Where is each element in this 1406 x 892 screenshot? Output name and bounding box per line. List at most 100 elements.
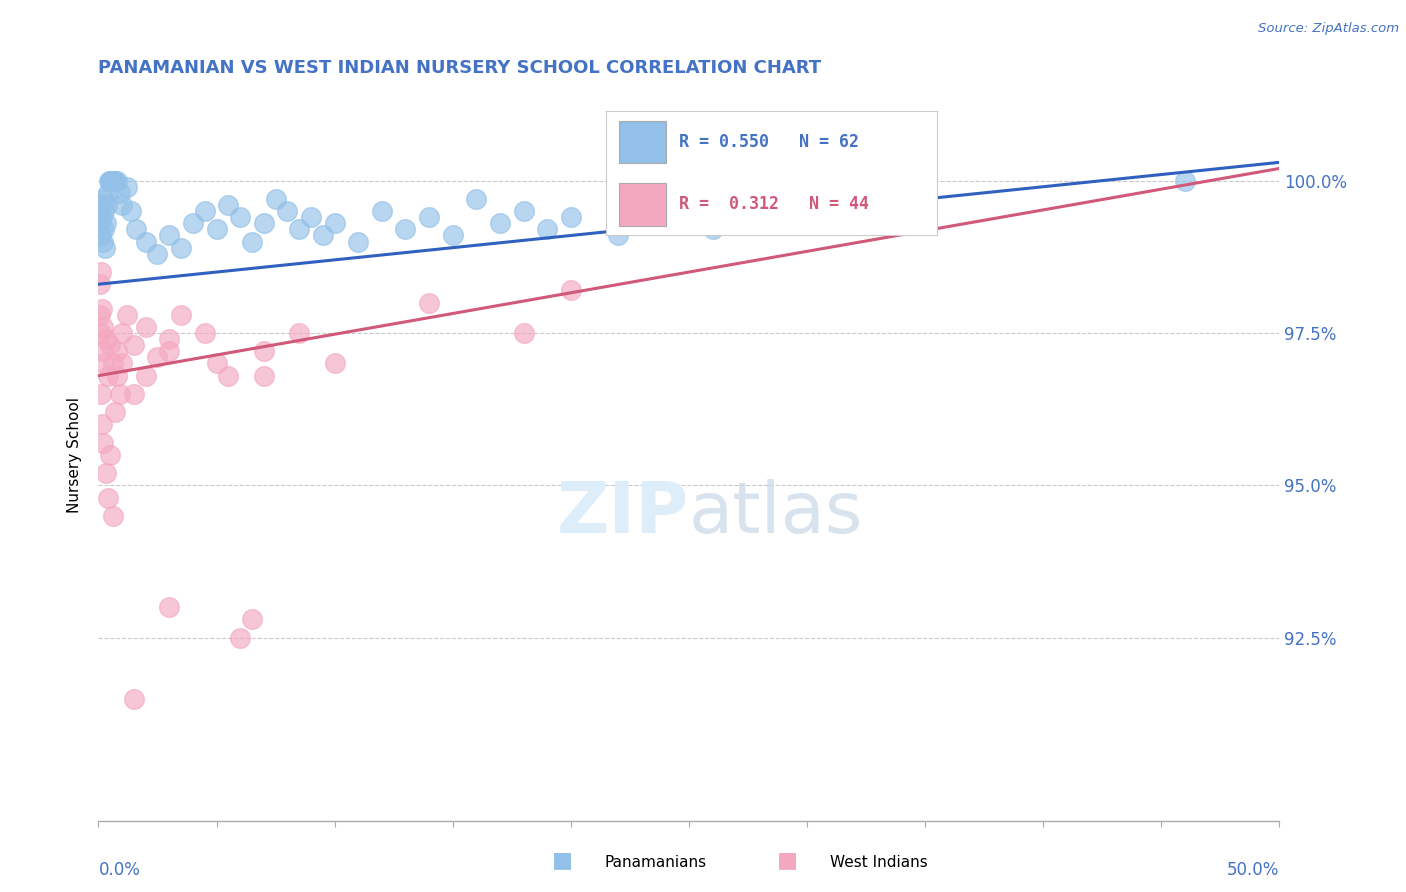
Point <box>157 332 180 346</box>
Text: West Indians: West Indians <box>830 855 928 870</box>
Point <box>135 235 157 249</box>
Point <box>97 368 120 383</box>
Point <box>288 222 311 236</box>
Point <box>465 192 488 206</box>
Point <box>264 192 287 206</box>
Point <box>253 368 276 383</box>
Point <box>536 222 558 236</box>
Point <box>135 368 157 383</box>
Point <box>93 222 115 236</box>
Point <box>111 326 134 340</box>
Point <box>90 265 112 279</box>
Point <box>205 357 228 371</box>
Point <box>560 284 582 298</box>
Point <box>418 211 440 225</box>
Y-axis label: Nursery School: Nursery School <box>67 397 83 513</box>
Point <box>288 326 311 340</box>
Point <box>122 338 145 352</box>
Point <box>347 235 370 249</box>
Point <box>512 326 534 340</box>
Point <box>105 344 128 359</box>
Point <box>101 508 124 523</box>
Point <box>91 344 114 359</box>
Text: PANAMANIAN VS WEST INDIAN NURSERY SCHOOL CORRELATION CHART: PANAMANIAN VS WEST INDIAN NURSERY SCHOOL… <box>98 59 821 77</box>
Point <box>98 174 121 188</box>
Point <box>90 198 112 212</box>
Text: ZIP: ZIP <box>557 479 689 548</box>
Point <box>796 216 818 230</box>
Point <box>299 211 322 225</box>
Point <box>122 387 145 401</box>
Point <box>678 204 700 219</box>
Point <box>512 204 534 219</box>
Point <box>146 351 169 365</box>
Text: ■: ■ <box>553 850 572 870</box>
Point <box>94 241 117 255</box>
Text: R = 0.550   N = 62: R = 0.550 N = 62 <box>679 133 859 152</box>
Point <box>748 198 770 212</box>
Point <box>91 435 114 450</box>
Point <box>108 186 131 200</box>
Point <box>91 417 114 432</box>
Point <box>89 308 111 322</box>
Point <box>89 216 111 230</box>
Point <box>240 613 263 627</box>
Point <box>1174 174 1197 188</box>
Text: Source: ZipAtlas.com: Source: ZipAtlas.com <box>1258 22 1399 36</box>
Point <box>121 204 143 219</box>
Point <box>89 277 111 292</box>
Point <box>111 198 134 212</box>
Point <box>253 216 276 230</box>
Point <box>94 332 117 346</box>
Point <box>135 320 157 334</box>
FancyBboxPatch shape <box>620 183 666 226</box>
Point <box>105 174 128 188</box>
Point <box>312 228 335 243</box>
Point <box>181 216 204 230</box>
Point <box>100 174 122 188</box>
Point <box>97 491 120 505</box>
Point <box>146 247 169 261</box>
Point <box>229 211 252 225</box>
Point <box>125 222 148 236</box>
Text: 50.0%: 50.0% <box>1227 861 1279 879</box>
Point <box>725 211 748 225</box>
Point <box>103 174 125 188</box>
Point <box>157 344 180 359</box>
Point <box>94 467 117 481</box>
Point <box>90 228 112 243</box>
Point <box>122 691 145 706</box>
Point <box>91 192 114 206</box>
Point <box>101 174 124 188</box>
Point <box>607 228 630 243</box>
Point <box>323 357 346 371</box>
Point <box>91 320 114 334</box>
Point <box>914 204 936 219</box>
Point <box>394 222 416 236</box>
FancyBboxPatch shape <box>620 121 666 163</box>
Point <box>94 216 117 230</box>
Point <box>170 241 193 255</box>
Point <box>93 357 115 371</box>
Point <box>157 600 180 615</box>
Point <box>441 228 464 243</box>
Point <box>205 222 228 236</box>
Point <box>93 204 115 219</box>
Point <box>630 198 652 212</box>
Point <box>91 211 114 225</box>
Point <box>217 198 239 212</box>
Point <box>157 228 180 243</box>
Point <box>111 357 134 371</box>
Point <box>104 174 127 188</box>
Point <box>115 308 138 322</box>
Point <box>91 235 114 249</box>
Point <box>194 326 217 340</box>
Point <box>105 368 128 383</box>
Point <box>89 204 111 219</box>
Point <box>90 387 112 401</box>
Point <box>702 222 724 236</box>
Point <box>240 235 263 249</box>
Point <box>276 204 298 219</box>
Point <box>97 186 120 200</box>
Point <box>108 387 131 401</box>
